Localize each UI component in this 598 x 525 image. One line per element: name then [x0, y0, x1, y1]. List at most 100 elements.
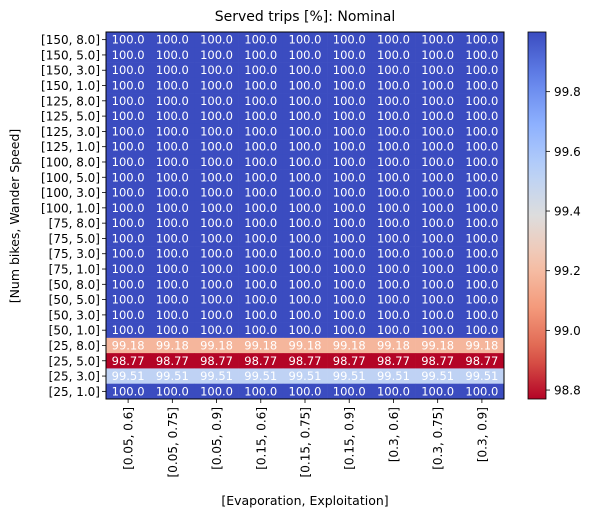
cell-value-label: 100.0 — [200, 216, 233, 230]
cell-value-label: 100.0 — [377, 308, 410, 322]
cell-value-label: 100.0 — [333, 231, 366, 245]
heatmap-cell — [106, 123, 151, 140]
cell-value-label: 99.18 — [465, 338, 498, 352]
cell-value-label: 99.18 — [289, 338, 322, 352]
cell-value-label: 100.0 — [289, 201, 322, 215]
y-axis-ticks: [150, 8.0][150, 5.0] [150, 3.0][150, 1.0]… — [41, 33, 106, 399]
cell-value-label: 100.0 — [377, 33, 410, 47]
heatmap-cell — [106, 246, 151, 262]
heatmap-cell — [106, 261, 151, 277]
cell-value-label: 100.0 — [421, 201, 454, 215]
cell-value-label: 100.0 — [333, 308, 366, 322]
heatmap-cell — [150, 291, 195, 308]
cell-value-label: 100.0 — [377, 140, 410, 154]
heatmap-cell — [459, 276, 505, 293]
heatmap-cell — [327, 215, 372, 232]
cell-value-label: 100.0 — [200, 109, 233, 123]
cell-value-label: 100.0 — [465, 277, 498, 291]
heatmap-cell — [415, 368, 461, 385]
heatmap-cell — [194, 337, 239, 354]
cell-value-label: 100.0 — [156, 109, 189, 123]
cell-value-label: 100.0 — [377, 247, 410, 261]
heatmap-cell — [371, 353, 416, 369]
heatmap-cell — [106, 32, 151, 48]
colorbar-tick-label: 99.8 — [554, 85, 581, 99]
heatmap-cell — [459, 93, 505, 109]
heatmap-cell — [150, 123, 195, 140]
heatmap-cell — [415, 123, 461, 140]
cell-value-label: 100.0 — [200, 247, 233, 261]
heatmap-cell — [150, 368, 195, 385]
cell-value-label: 100.0 — [244, 33, 277, 47]
heatmap-cell — [459, 230, 505, 247]
cell-value-label: 100.0 — [244, 277, 277, 291]
cell-value-label: 100.0 — [156, 94, 189, 108]
heatmap-cell — [327, 77, 372, 94]
heatmap-cell — [415, 307, 461, 323]
cell-value-label: 100.0 — [156, 79, 189, 93]
y-tick-label: [75, 5.0] — [49, 232, 100, 246]
cell-value-label: 100.0 — [289, 124, 322, 138]
cell-value-label: 100.0 — [156, 124, 189, 138]
heatmap-cell — [150, 62, 195, 79]
heatmap-cell — [150, 246, 195, 262]
cell-value-label: 100.0 — [421, 79, 454, 93]
cell-value-label: 100.0 — [421, 308, 454, 322]
cell-value-label: 100.0 — [421, 247, 454, 261]
cell-value-label: 100.0 — [156, 48, 189, 62]
cell-value-label: 100.0 — [289, 323, 322, 337]
heatmap-cell — [238, 215, 284, 232]
heatmap-cell — [371, 368, 416, 385]
heatmap-cell — [150, 276, 195, 293]
heatmap-cell — [327, 184, 372, 201]
heatmap-cell — [106, 184, 151, 201]
heatmap-cell — [106, 276, 151, 293]
heatmap-cell — [459, 307, 505, 323]
heatmap-cell — [150, 77, 195, 94]
heatmap-cell — [106, 47, 151, 63]
cell-value-label: 100.0 — [112, 124, 145, 138]
x-tick-label: [0.3, 0.6] — [387, 407, 401, 462]
cell-value-label: 100.0 — [333, 124, 366, 138]
heatmap-cell — [194, 246, 239, 262]
cell-value-label: 100.0 — [421, 262, 454, 276]
heatmap-cell — [106, 77, 151, 94]
heatmap-cell — [194, 154, 239, 170]
y-tick-label: [25, 3.0] — [49, 370, 100, 384]
cell-value-label: 100.0 — [421, 186, 454, 200]
heatmap-cell — [327, 169, 372, 186]
heatmap-cell — [371, 291, 416, 308]
cell-value-label: 100.0 — [377, 216, 410, 230]
cell-value-label: 100.0 — [244, 63, 277, 77]
cell-value-label: 98.77 — [377, 354, 410, 368]
heatmap-cell — [371, 108, 416, 125]
cell-value-label: 100.0 — [333, 216, 366, 230]
colorbar-tick-label: 99.4 — [554, 205, 581, 219]
heatmap-cell — [150, 337, 195, 354]
heatmap-cell — [282, 77, 328, 94]
x-tick-label: [0.3, 0.9] — [475, 407, 489, 462]
heatmap-cell — [459, 383, 505, 400]
heatmap-cell — [415, 230, 461, 247]
cell-value-label: 100.0 — [112, 308, 145, 322]
heatmap-cell — [459, 47, 505, 63]
cell-value-label: 100.0 — [112, 79, 145, 93]
cell-value-label: 100.0 — [333, 170, 366, 184]
heatmap-cell — [194, 276, 239, 293]
heatmap-cell — [194, 261, 239, 277]
cell-value-label: 100.0 — [421, 33, 454, 47]
y-tick-label: [75, 1.0] — [49, 263, 100, 277]
cell-value-label: 100.0 — [377, 79, 410, 93]
cell-value-label: 100.0 — [156, 308, 189, 322]
cell-value-label: 100.0 — [244, 384, 277, 398]
heatmap-cell — [371, 184, 416, 201]
colorbar-tick-label: 98.8 — [554, 384, 581, 398]
cell-value-label: 100.0 — [377, 170, 410, 184]
heatmap-cell — [238, 139, 284, 155]
cell-value-label: 100.0 — [333, 293, 366, 307]
x-tick-label: [0.3, 0.75] — [431, 407, 445, 470]
cell-value-label: 100.0 — [289, 94, 322, 108]
cell-value-label: 100.0 — [200, 79, 233, 93]
cell-value-label: 100.0 — [333, 109, 366, 123]
cell-value-label: 100.0 — [244, 308, 277, 322]
